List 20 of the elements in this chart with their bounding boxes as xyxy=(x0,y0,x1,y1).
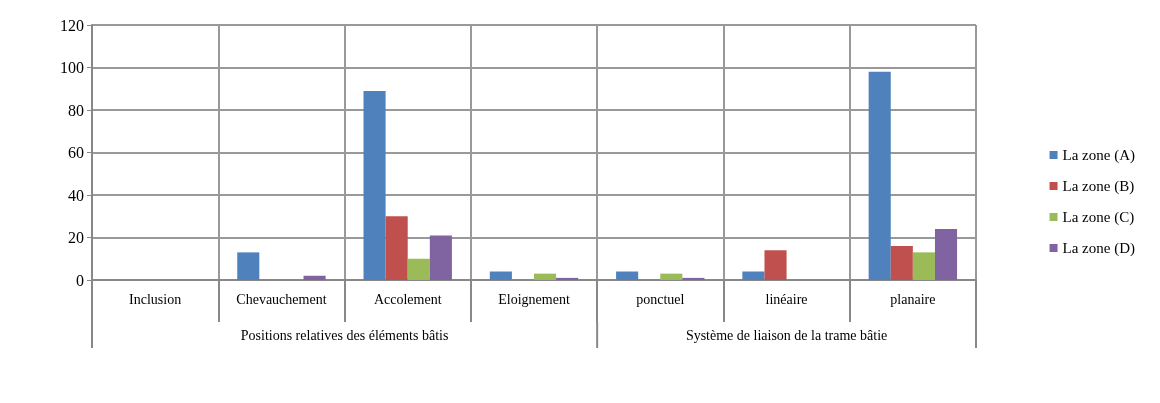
text: Positions relatives des éléments bâtis xyxy=(240,327,449,343)
y-tick-label: 40 xyxy=(68,186,84,204)
y-tick-label: 60 xyxy=(68,144,84,161)
legend-label: La zone (A) xyxy=(1062,147,1136,164)
x-tick-label: planaire xyxy=(890,291,936,307)
x-tick-label: Accolement xyxy=(373,291,442,307)
y-tick-label: 120 xyxy=(60,16,84,34)
x-tick-label: linéaire xyxy=(765,291,808,307)
x-tick-label: ponctuel xyxy=(636,291,685,307)
legend-label: La zone (B) xyxy=(1062,178,1135,195)
x-tick-label: Eloignement xyxy=(498,291,570,307)
text: Système de liaison de la trame bâtie xyxy=(685,327,888,343)
legend-label: La zone (D) xyxy=(1062,240,1136,257)
x-tick-label: Chevauchement xyxy=(236,291,327,307)
y-tick-label: 100 xyxy=(60,59,84,76)
y-tick-label: 0 xyxy=(76,271,84,289)
y-tick-label: 80 xyxy=(68,101,84,119)
y-tick-label: 20 xyxy=(68,229,84,246)
x-tick-label: Inclusion xyxy=(129,291,182,307)
legend-label: La zone (C) xyxy=(1062,209,1135,226)
